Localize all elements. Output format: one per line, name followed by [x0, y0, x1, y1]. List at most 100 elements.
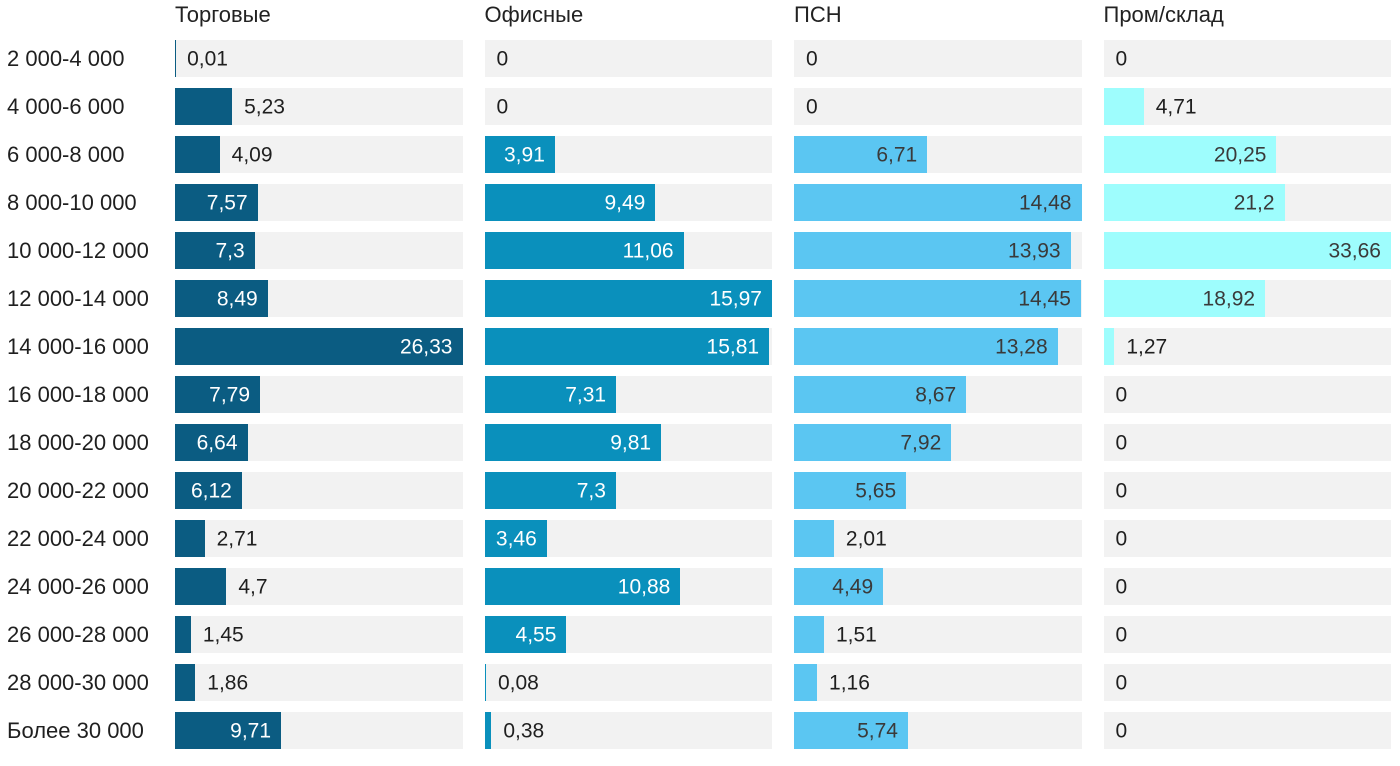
bar — [175, 328, 463, 365]
row-label: 28 000-30 000 — [7, 669, 149, 695]
value-label: 9,49 — [604, 191, 646, 214]
bar-track: 7,31 — [484, 376, 772, 413]
bar — [484, 232, 684, 269]
value-label: 0 — [1115, 527, 1128, 550]
table-row: 12 000-14 000 8,49 15,97 14,45 18,92 — [7, 280, 1391, 317]
bar-track: 7,92 — [794, 424, 1082, 461]
bar-track: 7,3 — [484, 472, 772, 509]
bar-track: 2,71 — [175, 520, 463, 557]
bar — [794, 376, 967, 413]
bar-track: 0 — [1103, 712, 1391, 749]
column-header-ofisnye: Офисные — [484, 2, 584, 27]
value-label: 7,31 — [565, 383, 607, 406]
bar — [484, 280, 772, 317]
bar — [1103, 184, 1285, 221]
bar-track: 0 — [1103, 616, 1391, 653]
bar — [1103, 88, 1144, 125]
bar-track: 13,93 — [794, 232, 1082, 269]
bar-track: 14,45 — [794, 280, 1082, 317]
bar-track: 0,01 — [175, 40, 463, 77]
table-row: 18 000-20 000 6,64 9,81 7,92 0 — [7, 424, 1391, 461]
value-label: 7,79 — [209, 383, 251, 406]
bar — [1103, 232, 1391, 269]
table-row: Более 30 000 9,71 0,38 5,74 0 — [7, 712, 1391, 749]
table-row: 26 000-28 000 1,45 4,55 1,51 0 — [7, 616, 1391, 653]
bar — [484, 328, 770, 365]
bar-track: 10,88 — [484, 568, 772, 605]
bar-track: 0,38 — [484, 712, 772, 749]
bar-track: 0 — [1103, 520, 1391, 557]
table-row: 14 000-16 000 26,33 15,81 13,28 1,27 — [7, 328, 1391, 365]
bar — [175, 136, 220, 173]
table-row: 2 000-4 000 0,01 0 0 0 — [7, 40, 1391, 77]
bar — [175, 712, 282, 749]
bar — [794, 616, 824, 653]
bar-track: 26,33 — [175, 328, 463, 365]
table-row: 8 000-10 000 7,57 9,49 14,48 21,2 — [7, 184, 1391, 221]
bar-track: 0 — [1103, 40, 1391, 77]
bar-track: 0 — [1103, 376, 1391, 413]
column-header-prom-sklad: Пром/склад — [1103, 2, 1224, 27]
table-row: 6 000-8 000 4,09 3,91 6,71 20,25 — [7, 136, 1391, 173]
value-label: 5,74 — [857, 719, 898, 742]
row-label: 26 000-28 000 — [7, 621, 149, 647]
bar-track: 33,66 — [1103, 232, 1391, 269]
bar — [794, 520, 834, 557]
bar — [794, 712, 908, 749]
value-label: 13,93 — [1008, 239, 1061, 262]
bar — [794, 472, 907, 509]
bar-track: 21,2 — [1103, 184, 1391, 221]
value-label: 5,23 — [244, 95, 285, 118]
bar-track: 0 — [794, 40, 1082, 77]
bar-track: 9,71 — [175, 712, 463, 749]
bar-track: 0,08 — [484, 664, 772, 701]
table-row: 16 000-18 000 7,79 7,31 8,67 0 — [7, 376, 1391, 413]
bar-track: 0 — [1103, 568, 1391, 605]
bar — [175, 664, 196, 701]
bar-track: 0 — [484, 40, 772, 77]
column-header-psn: ПСН — [794, 2, 842, 27]
table-row: 20 000-22 000 6,12 7,3 5,65 0 — [7, 472, 1391, 509]
value-label: 1,27 — [1126, 335, 1168, 358]
bar — [794, 136, 928, 173]
bar-track: 9,81 — [484, 424, 772, 461]
value-label: 9,81 — [610, 431, 652, 454]
bar-track: 7,57 — [175, 184, 463, 221]
row-label: 14 000-16 000 — [7, 333, 149, 359]
bar — [1103, 328, 1115, 365]
value-label: 0 — [496, 95, 509, 118]
value-label: 1,51 — [835, 623, 877, 646]
bar-track: 0 — [1103, 472, 1391, 509]
row-label: 10 000-12 000 — [7, 237, 149, 263]
value-label: 18,92 — [1202, 287, 1256, 310]
value-label: 1,86 — [207, 671, 249, 694]
bar-track: 6,71 — [794, 136, 1082, 173]
bar-track: 1,86 — [175, 664, 463, 701]
value-label: 7,92 — [900, 431, 942, 454]
bar — [794, 232, 1071, 269]
row-label: 18 000-20 000 — [7, 429, 149, 455]
bar — [175, 520, 205, 557]
value-label: 15,97 — [709, 287, 762, 310]
value-label: 9,71 — [230, 719, 272, 742]
row-label: Более 30 000 — [7, 717, 144, 743]
bar — [175, 424, 248, 461]
value-label: 14,48 — [1018, 191, 1072, 214]
row-label: 2 000-4 000 — [7, 45, 125, 71]
bar — [794, 664, 818, 701]
bar — [484, 424, 662, 461]
bar — [175, 184, 258, 221]
bar — [484, 472, 616, 509]
column-headers: Торговые Офисные ПСН Пром/склад — [7, 0, 1391, 40]
table-row: 4 000-6 000 5,23 0 0 4,71 — [7, 88, 1391, 125]
bar-track: 6,64 — [175, 424, 463, 461]
bar-track: 9,49 — [484, 184, 772, 221]
bar-track: 13,28 — [794, 328, 1082, 365]
bar-track: 3,91 — [484, 136, 772, 173]
value-label: 0,01 — [187, 47, 228, 70]
row-label: 22 000-24 000 — [7, 525, 149, 551]
value-label: 7,3 — [576, 479, 606, 502]
value-label: 0 — [1115, 671, 1128, 694]
bar-track: 8,49 — [175, 280, 463, 317]
